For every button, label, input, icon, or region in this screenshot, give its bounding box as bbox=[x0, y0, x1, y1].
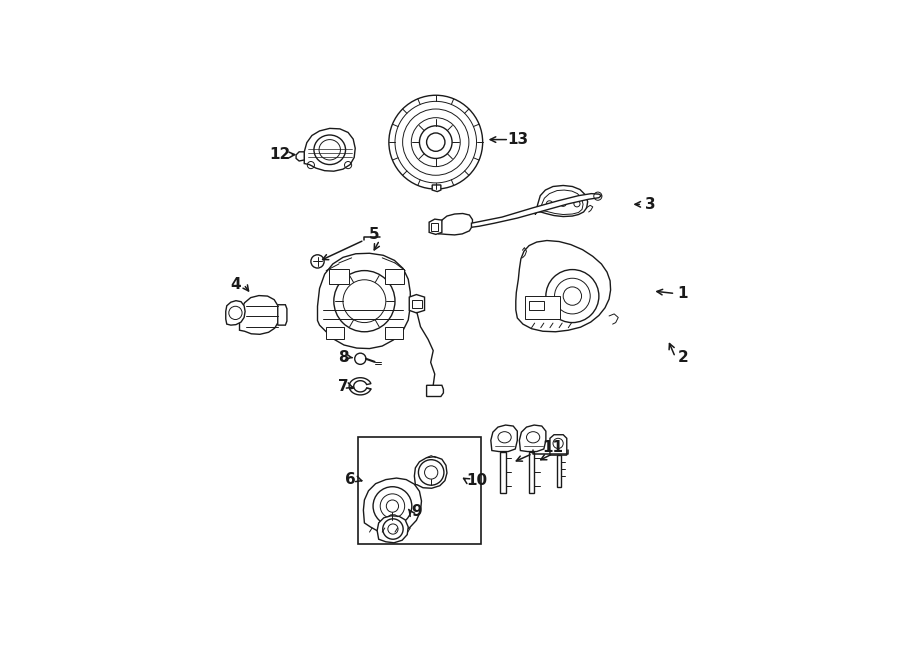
Polygon shape bbox=[239, 295, 279, 334]
Bar bbox=[385, 326, 402, 340]
Polygon shape bbox=[414, 457, 447, 489]
Polygon shape bbox=[557, 455, 562, 487]
Polygon shape bbox=[529, 451, 534, 493]
Text: 2: 2 bbox=[678, 350, 688, 365]
Polygon shape bbox=[427, 385, 444, 397]
Polygon shape bbox=[438, 214, 473, 235]
Polygon shape bbox=[377, 516, 409, 543]
Polygon shape bbox=[226, 301, 245, 325]
Bar bbox=[326, 326, 344, 340]
Bar bbox=[528, 301, 544, 310]
Text: 12: 12 bbox=[270, 148, 291, 162]
Text: 9: 9 bbox=[411, 504, 422, 519]
Polygon shape bbox=[349, 378, 371, 395]
Text: 4: 4 bbox=[230, 277, 241, 292]
Polygon shape bbox=[536, 185, 588, 216]
Polygon shape bbox=[432, 185, 441, 191]
Bar bbox=[328, 269, 349, 285]
Circle shape bbox=[546, 269, 598, 322]
Bar bbox=[431, 223, 438, 231]
Circle shape bbox=[355, 353, 366, 364]
Text: 8: 8 bbox=[338, 350, 348, 365]
Polygon shape bbox=[516, 240, 610, 332]
Text: 13: 13 bbox=[508, 132, 529, 147]
Bar bbox=[385, 269, 404, 285]
Polygon shape bbox=[500, 451, 506, 493]
Text: 11: 11 bbox=[543, 440, 563, 455]
Polygon shape bbox=[472, 193, 601, 227]
Polygon shape bbox=[491, 425, 518, 451]
Circle shape bbox=[310, 255, 324, 268]
Polygon shape bbox=[410, 295, 425, 313]
Circle shape bbox=[389, 95, 482, 189]
Polygon shape bbox=[304, 128, 356, 171]
Text: 1: 1 bbox=[678, 286, 688, 301]
Text: 3: 3 bbox=[644, 197, 655, 212]
Circle shape bbox=[427, 133, 445, 152]
Polygon shape bbox=[278, 305, 287, 325]
Polygon shape bbox=[318, 254, 410, 349]
Text: 5: 5 bbox=[369, 228, 380, 242]
Polygon shape bbox=[429, 219, 442, 234]
Polygon shape bbox=[519, 425, 546, 451]
Text: 7: 7 bbox=[338, 379, 348, 394]
Bar bbox=[412, 300, 422, 308]
Text: 10: 10 bbox=[466, 473, 487, 488]
Bar bbox=[525, 296, 560, 319]
Polygon shape bbox=[550, 435, 567, 455]
Polygon shape bbox=[296, 152, 304, 161]
Text: 6: 6 bbox=[346, 472, 356, 487]
Polygon shape bbox=[364, 478, 421, 533]
Bar bbox=[358, 438, 481, 544]
